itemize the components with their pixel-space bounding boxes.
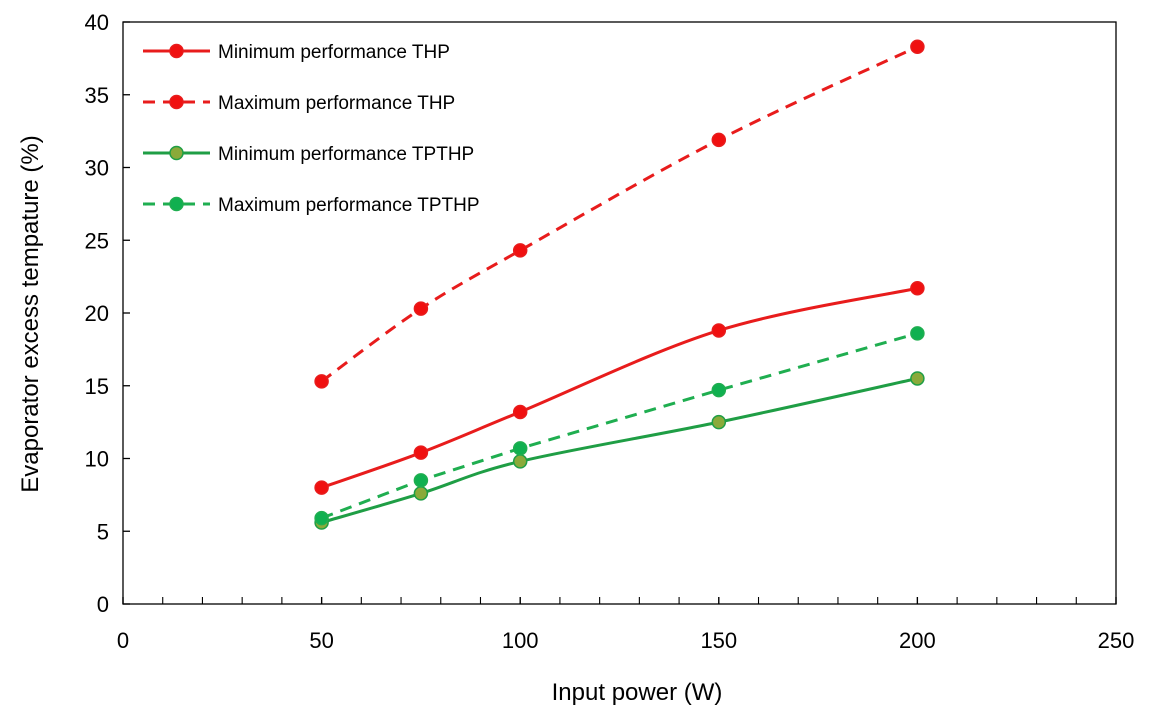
legend-label: Maximum performance TPTHP <box>218 195 480 216</box>
y-tick-label: 20 <box>85 301 109 326</box>
x-tick-label: 50 <box>309 628 333 653</box>
y-tick-label: 40 <box>85 10 109 35</box>
legend-item-2: Maximum performance THP <box>143 93 455 114</box>
data-point <box>712 133 725 146</box>
legend-marker <box>170 45 183 58</box>
legend-item-4: Maximum performance TPTHP <box>143 195 480 216</box>
series-line <box>322 333 918 518</box>
data-point <box>414 446 427 459</box>
x-tick-label: 250 <box>1098 628 1135 653</box>
series-4 <box>315 327 924 525</box>
data-point <box>414 302 427 315</box>
data-point <box>315 481 328 494</box>
legend-label: Minimum performance THP <box>218 42 450 63</box>
series-line <box>322 378 918 522</box>
data-point <box>414 474 427 487</box>
y-tick-label: 35 <box>85 83 109 108</box>
data-point <box>315 512 328 525</box>
legend-item-3: Minimum performance TPTHP <box>143 144 474 165</box>
series-line <box>322 288 918 487</box>
data-point <box>315 375 328 388</box>
data-point <box>514 455 527 468</box>
x-axis-title: Input power (W) <box>552 679 723 706</box>
data-point <box>911 372 924 385</box>
data-point <box>712 416 725 429</box>
data-point <box>911 327 924 340</box>
data-point <box>712 324 725 337</box>
y-tick-label: 0 <box>97 592 109 617</box>
legend-label: Minimum performance TPTHP <box>218 144 474 165</box>
data-point <box>414 487 427 500</box>
legend-label: Maximum performance THP <box>218 93 455 114</box>
x-tick-label: 100 <box>502 628 539 653</box>
y-tick-label: 15 <box>85 374 109 399</box>
data-point <box>514 244 527 257</box>
series-1 <box>315 282 924 494</box>
series-3 <box>315 372 924 529</box>
legend-marker <box>170 147 183 160</box>
legend-marker <box>170 198 183 211</box>
data-point <box>911 282 924 295</box>
x-tick-label: 0 <box>117 628 129 653</box>
data-point <box>712 384 725 397</box>
y-tick-label: 25 <box>85 228 109 253</box>
data-point <box>514 405 527 418</box>
x-tick-label: 200 <box>899 628 936 653</box>
legend-item-1: Minimum performance THP <box>143 42 450 63</box>
y-tick-label: 5 <box>97 519 109 544</box>
data-point <box>514 442 527 455</box>
y-axis-title: Evaporator excess tempature (%) <box>17 135 44 492</box>
legend-marker <box>170 96 183 109</box>
y-tick-label: 10 <box>85 447 109 472</box>
y-tick-label: 30 <box>85 156 109 181</box>
x-tick-label: 150 <box>700 628 737 653</box>
legend: Minimum performance THP Maximum performan… <box>143 42 480 216</box>
data-point <box>911 40 924 53</box>
